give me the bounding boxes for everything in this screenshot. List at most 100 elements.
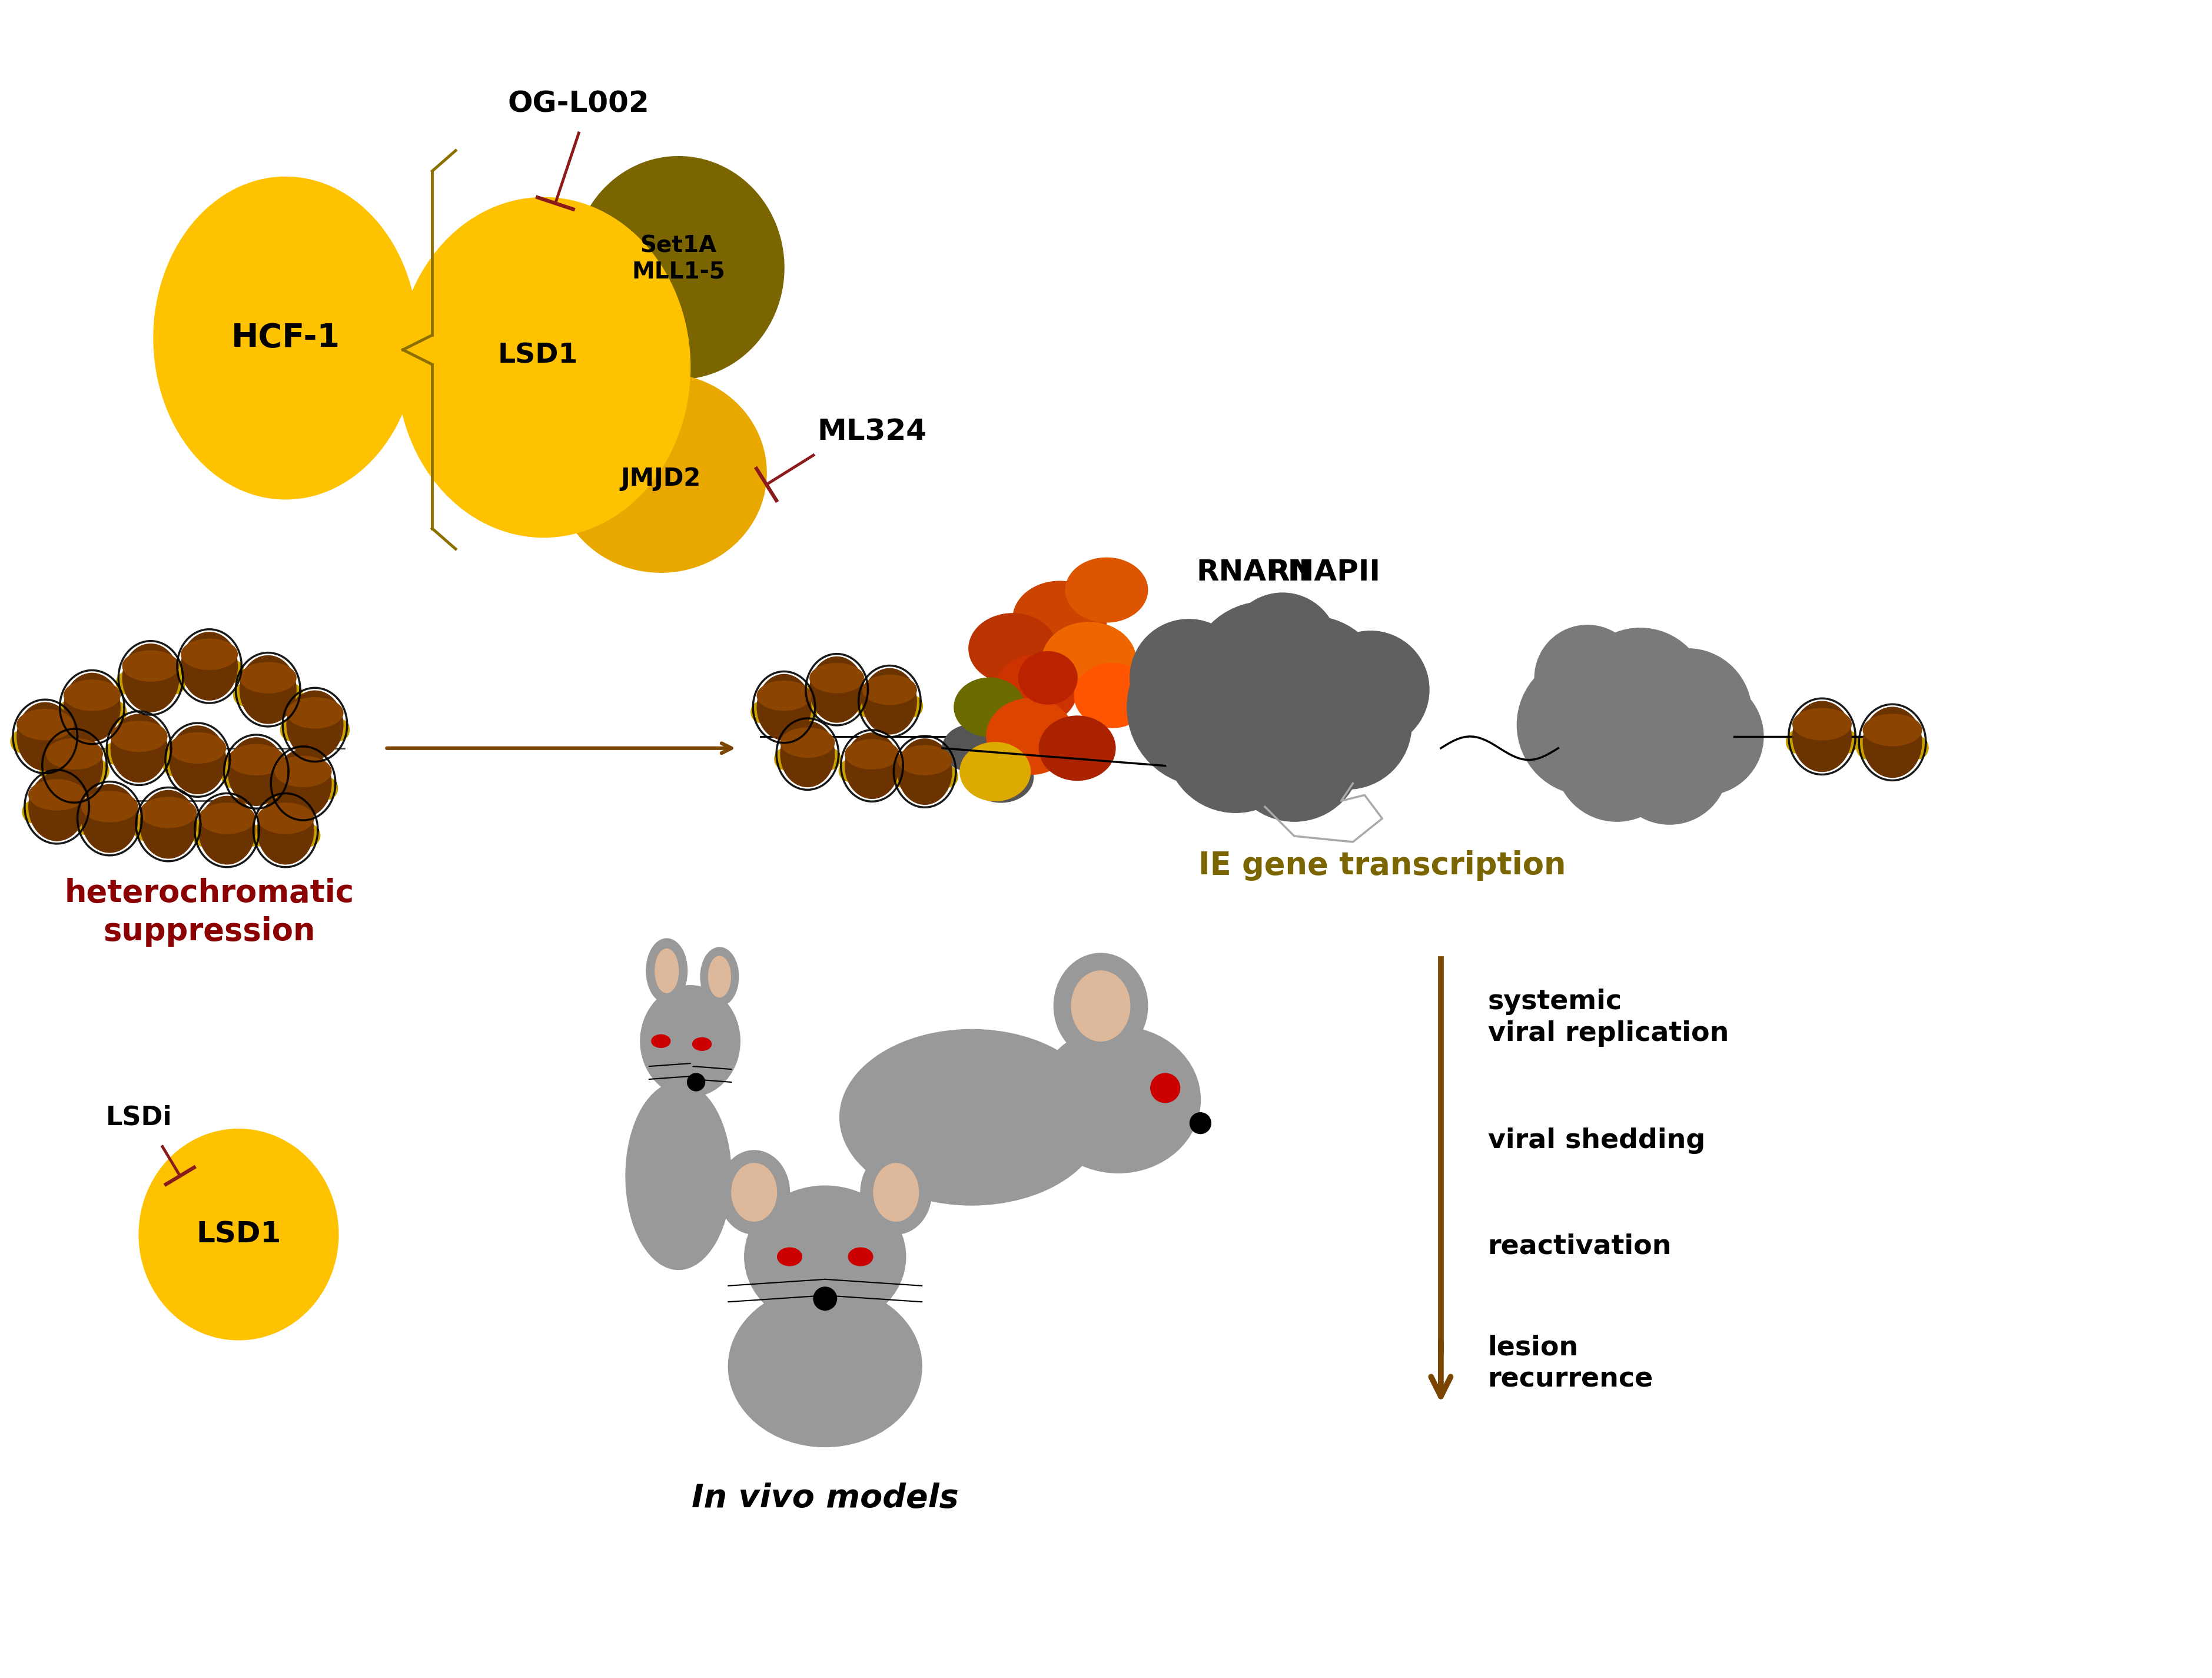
Ellipse shape [732, 1163, 776, 1222]
Ellipse shape [274, 750, 332, 817]
Ellipse shape [1836, 730, 1858, 753]
Ellipse shape [170, 733, 226, 763]
Text: IE gene transcription: IE gene transcription [1199, 851, 1566, 881]
Circle shape [1646, 678, 1763, 795]
Ellipse shape [181, 819, 204, 841]
Ellipse shape [1907, 737, 1929, 758]
Ellipse shape [281, 683, 303, 706]
Ellipse shape [781, 728, 834, 757]
Ellipse shape [796, 701, 816, 723]
Ellipse shape [987, 698, 1075, 775]
Ellipse shape [953, 678, 1024, 737]
Ellipse shape [192, 824, 215, 846]
Ellipse shape [1071, 972, 1130, 1040]
Ellipse shape [139, 1129, 338, 1341]
Text: ML324: ML324 [816, 418, 927, 446]
Text: In vivo models: In vivo models [692, 1482, 958, 1514]
Ellipse shape [639, 985, 741, 1097]
Ellipse shape [199, 797, 254, 864]
Ellipse shape [29, 774, 84, 841]
Ellipse shape [776, 1248, 803, 1265]
Ellipse shape [745, 1186, 905, 1327]
Ellipse shape [849, 1248, 874, 1265]
Ellipse shape [863, 668, 916, 733]
Ellipse shape [239, 663, 296, 693]
Circle shape [1128, 628, 1285, 787]
Ellipse shape [106, 701, 126, 723]
Ellipse shape [164, 753, 184, 775]
Ellipse shape [626, 1082, 732, 1270]
Ellipse shape [1863, 706, 1922, 777]
Text: LSDi: LSDi [106, 1104, 173, 1129]
Ellipse shape [1018, 651, 1077, 705]
Ellipse shape [71, 800, 91, 822]
Ellipse shape [270, 765, 290, 787]
Ellipse shape [124, 812, 144, 834]
Ellipse shape [257, 797, 314, 864]
Ellipse shape [46, 732, 102, 800]
Ellipse shape [221, 765, 243, 787]
Ellipse shape [555, 373, 765, 572]
Ellipse shape [139, 790, 197, 859]
Circle shape [1150, 1074, 1179, 1102]
Ellipse shape [856, 696, 876, 717]
Ellipse shape [153, 176, 418, 498]
Text: lesion
recurrence: lesion recurrence [1489, 1334, 1652, 1393]
Ellipse shape [838, 760, 858, 782]
Ellipse shape [274, 757, 332, 787]
Ellipse shape [849, 685, 869, 705]
Circle shape [1239, 616, 1385, 763]
Ellipse shape [288, 691, 343, 758]
Ellipse shape [58, 730, 80, 753]
Ellipse shape [960, 742, 1031, 800]
Ellipse shape [1013, 581, 1106, 658]
Ellipse shape [938, 765, 958, 787]
Ellipse shape [18, 710, 73, 740]
Text: reactivation: reactivation [1489, 1233, 1672, 1260]
Ellipse shape [821, 748, 841, 770]
Ellipse shape [757, 675, 812, 740]
Ellipse shape [995, 654, 1077, 725]
Circle shape [1624, 649, 1752, 777]
Ellipse shape [898, 745, 951, 775]
Ellipse shape [64, 680, 119, 710]
Ellipse shape [757, 681, 812, 710]
Ellipse shape [810, 656, 865, 723]
Ellipse shape [781, 722, 834, 787]
Ellipse shape [885, 760, 905, 782]
Text: RNAPII: RNAPII [1267, 559, 1380, 587]
Ellipse shape [117, 671, 137, 695]
Ellipse shape [228, 745, 285, 775]
Ellipse shape [891, 765, 911, 787]
Ellipse shape [139, 797, 197, 827]
Circle shape [814, 1287, 836, 1311]
Ellipse shape [234, 683, 254, 706]
Ellipse shape [803, 685, 825, 705]
Ellipse shape [774, 748, 794, 770]
Ellipse shape [64, 673, 119, 742]
Ellipse shape [752, 701, 772, 723]
Circle shape [1555, 698, 1679, 822]
Ellipse shape [573, 156, 783, 379]
Ellipse shape [728, 1285, 922, 1446]
Ellipse shape [239, 656, 296, 723]
Circle shape [1228, 686, 1363, 822]
Circle shape [688, 1074, 706, 1091]
Ellipse shape [122, 644, 179, 711]
Circle shape [1166, 671, 1305, 812]
Ellipse shape [22, 800, 44, 822]
Ellipse shape [316, 777, 338, 799]
Ellipse shape [942, 725, 1002, 772]
Text: Set1A
MLL1-5: Set1A MLL1-5 [633, 235, 726, 284]
Ellipse shape [82, 785, 137, 852]
Ellipse shape [327, 718, 349, 742]
Ellipse shape [646, 938, 688, 1003]
Ellipse shape [299, 824, 321, 846]
Ellipse shape [88, 760, 108, 782]
Ellipse shape [860, 1151, 931, 1235]
Ellipse shape [153, 742, 173, 763]
Ellipse shape [810, 663, 865, 693]
Ellipse shape [104, 742, 126, 763]
Ellipse shape [396, 198, 690, 537]
Ellipse shape [1075, 663, 1150, 728]
